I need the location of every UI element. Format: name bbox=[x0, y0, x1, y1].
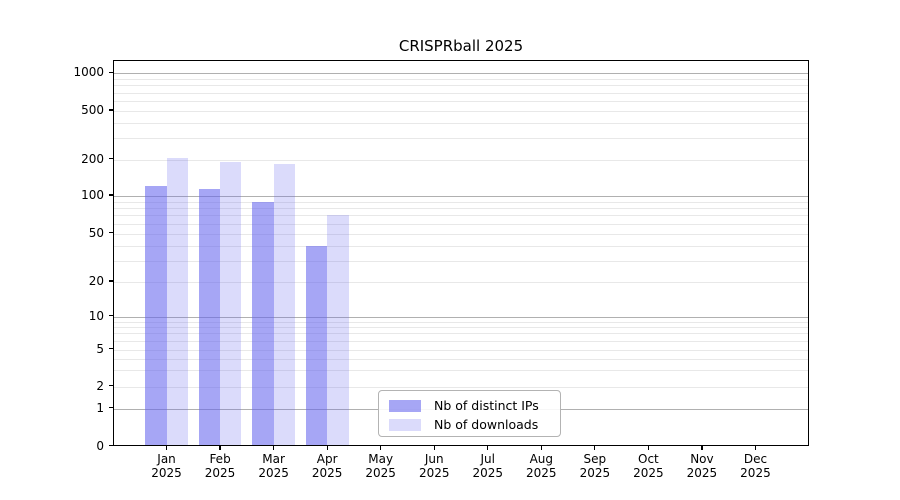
y-tick-label: 10 bbox=[88, 308, 104, 323]
legend-label: Nb of distinct IPs bbox=[434, 398, 539, 413]
gridline-minor bbox=[114, 282, 808, 283]
x-tick-mark bbox=[165, 445, 168, 450]
x-tick-label-may: May 2025 bbox=[365, 451, 396, 481]
bar-downloads-mar bbox=[273, 163, 296, 446]
bar-downloads-apr bbox=[327, 215, 349, 446]
y-tick-mark bbox=[108, 280, 113, 282]
y-tick-mark bbox=[108, 157, 113, 160]
y-tick-mark bbox=[108, 71, 113, 73]
legend-item-downloads: Nb of downloads bbox=[389, 415, 552, 434]
y-tick-label: 20 bbox=[88, 274, 104, 288]
y-tick-mark bbox=[108, 109, 113, 111]
gridline-minor bbox=[114, 358, 808, 360]
x-tick-label-jul: Jul 2025 bbox=[472, 451, 504, 481]
gridline-minor bbox=[114, 92, 808, 94]
y-tick-mark bbox=[108, 314, 113, 317]
y-tick-label: 1000 bbox=[73, 65, 104, 80]
gridline-major bbox=[114, 316, 808, 318]
gridline-minor bbox=[114, 260, 808, 262]
x-tick-label-aug: Aug 2025 bbox=[526, 451, 557, 481]
legend-swatch bbox=[389, 399, 421, 412]
y-tick-mark bbox=[108, 194, 113, 196]
x-tick-label-jun: Jun 2025 bbox=[418, 451, 450, 481]
gridline-minor bbox=[114, 245, 808, 247]
x-tick-mark bbox=[594, 445, 596, 450]
gridline-minor bbox=[114, 321, 808, 323]
gridline-minor bbox=[114, 111, 808, 112]
bar-distinct-ips-apr bbox=[305, 245, 328, 446]
x-tick-mark bbox=[433, 445, 435, 450]
gridline-minor bbox=[114, 327, 808, 329]
gridline-minor bbox=[114, 370, 808, 372]
x-tick-label-jan: Jan 2025 bbox=[151, 451, 182, 481]
gridline-minor bbox=[114, 79, 808, 81]
x-tick-label-sep: Sep 2025 bbox=[579, 451, 611, 481]
y-tick-label: 5 bbox=[96, 341, 104, 356]
x-tick-label-nov: Nov 2025 bbox=[686, 451, 718, 481]
y-tick-label: 2 bbox=[96, 378, 104, 393]
x-tick-mark bbox=[754, 445, 757, 450]
gridline-minor bbox=[114, 208, 808, 210]
x-tick-label-apr: Apr 2025 bbox=[311, 451, 343, 481]
gridline-major bbox=[114, 73, 808, 75]
gridline-minor bbox=[114, 215, 808, 217]
legend-label: Nb of downloads bbox=[434, 417, 539, 432]
gridline-minor bbox=[114, 333, 808, 335]
x-tick-label-oct: Oct 2025 bbox=[633, 451, 664, 481]
gridline-major bbox=[114, 196, 808, 197]
gridline-minor bbox=[114, 340, 808, 342]
gridline-minor bbox=[114, 386, 808, 388]
plot-area bbox=[113, 60, 809, 446]
x-tick-mark bbox=[219, 445, 221, 450]
bar-distinct-ips-jan bbox=[145, 186, 167, 446]
x-tick-mark bbox=[647, 445, 649, 450]
y-tick-mark bbox=[108, 347, 113, 350]
x-tick-mark bbox=[380, 445, 382, 450]
gridline-minor bbox=[114, 101, 808, 103]
gridline-minor bbox=[114, 233, 808, 235]
gridline-minor bbox=[114, 223, 808, 225]
y-tick-label: 1 bbox=[96, 400, 104, 415]
x-tick-label-mar: Mar 2025 bbox=[258, 451, 289, 481]
legend-swatch bbox=[389, 418, 421, 431]
y-tick-label: 500 bbox=[81, 103, 104, 117]
y-tick-mark bbox=[108, 406, 113, 409]
gridline-minor bbox=[114, 85, 808, 87]
y-tick-mark bbox=[108, 384, 113, 387]
x-tick-mark bbox=[701, 445, 703, 450]
x-tick-mark bbox=[487, 445, 489, 450]
x-tick-mark bbox=[540, 445, 542, 450]
y-tick-label: 200 bbox=[81, 151, 104, 166]
y-tick-mark bbox=[108, 444, 113, 447]
gridline-minor bbox=[114, 122, 808, 124]
gridline-minor bbox=[114, 138, 808, 140]
x-tick-mark bbox=[273, 445, 275, 450]
bar-distinct-ips-mar bbox=[252, 201, 274, 446]
bar-downloads-jan bbox=[166, 158, 188, 446]
bar-distinct-ips-feb bbox=[198, 188, 221, 446]
y-tick-label: 100 bbox=[81, 188, 104, 202]
x-tick-label-feb: Feb 2025 bbox=[204, 451, 236, 481]
legend-item-distinct-ips: Nb of distinct IPs bbox=[389, 396, 552, 415]
chart-title: CRISPRball 2025 bbox=[398, 37, 524, 55]
y-tick-mark bbox=[108, 232, 113, 234]
x-tick-mark bbox=[326, 445, 328, 450]
y-tick-label: 0 bbox=[96, 438, 104, 453]
gridline-minor bbox=[114, 159, 808, 161]
legend: Nb of distinct IPs Nb of downloads bbox=[378, 390, 561, 437]
gridline-minor bbox=[114, 201, 808, 203]
bar-downloads-feb bbox=[220, 162, 242, 446]
x-tick-label-dec: Dec 2025 bbox=[740, 451, 771, 481]
gridline-minor bbox=[114, 349, 808, 351]
y-tick-label: 50 bbox=[88, 225, 104, 240]
